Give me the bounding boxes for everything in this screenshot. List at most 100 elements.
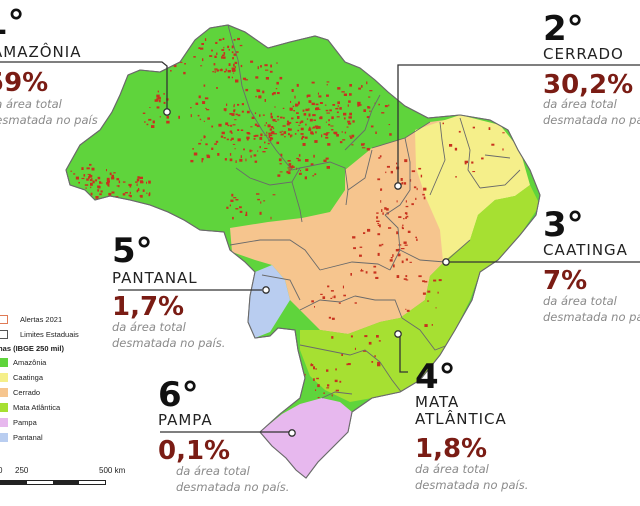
alert-speck <box>368 341 372 345</box>
alert-speck <box>256 89 259 91</box>
alert-speck <box>233 72 235 74</box>
alert-speck <box>100 190 103 193</box>
alert-speck <box>268 132 271 135</box>
alert-speck <box>157 90 159 93</box>
alert-speck <box>201 159 203 163</box>
alert-speck <box>401 248 405 250</box>
alert-speck <box>201 43 204 45</box>
alert-speck <box>313 119 316 121</box>
dot-amazonia <box>163 108 171 116</box>
desc-caatinga: da área total desmatada no país <box>543 294 640 324</box>
alert-speck <box>279 171 283 173</box>
alert-speck <box>334 379 338 383</box>
alert-speck <box>146 123 149 126</box>
desc-amazonia: da área total desmatada no país <box>0 97 98 127</box>
alert-speck <box>339 380 342 383</box>
alert-speck <box>305 168 309 171</box>
alert-speck <box>331 317 335 320</box>
alert-speck <box>314 140 318 143</box>
alert-speck <box>245 88 249 92</box>
alert-speck <box>81 167 84 170</box>
alert-speck <box>323 159 327 162</box>
alert-speck <box>317 384 320 388</box>
alert-speck <box>218 38 222 41</box>
alert-speck <box>81 177 85 180</box>
alert-speck <box>359 104 362 106</box>
alert-speck <box>271 92 274 96</box>
alert-speck <box>287 167 291 169</box>
alert-speck <box>313 378 315 381</box>
alert-speck <box>359 246 363 248</box>
alert-speck <box>379 155 382 158</box>
alert-speck <box>422 292 426 295</box>
alert-speck <box>233 63 235 67</box>
rank-pampa: 6° <box>158 375 199 415</box>
pct-mata-atlantica: 1,8% <box>415 434 488 464</box>
alert-speck <box>216 52 218 55</box>
alert-speck <box>229 130 231 133</box>
name-caatinga: CAATINGA <box>543 241 628 259</box>
alert-speck <box>297 159 301 162</box>
alert-speck <box>221 49 225 51</box>
alert-speck <box>221 54 225 57</box>
legend-swatch <box>0 418 8 427</box>
alert-speck <box>284 136 286 138</box>
alert-speck <box>108 192 112 196</box>
alert-speck <box>142 189 145 192</box>
alert-speck <box>198 95 201 99</box>
alert-speck <box>264 141 266 144</box>
alert-speck <box>128 194 131 197</box>
alert-speck <box>270 216 272 220</box>
alert-speck <box>282 107 285 109</box>
alert-speck <box>407 230 411 233</box>
alert-speck <box>364 335 368 338</box>
alert-speck <box>423 187 427 191</box>
alert-speck <box>424 324 428 327</box>
alert-speck <box>314 125 319 128</box>
alert-speck <box>269 70 273 73</box>
alert-speck <box>321 134 323 138</box>
alert-speck <box>138 188 140 190</box>
alert-speck <box>212 71 214 73</box>
alert-speck <box>400 178 403 181</box>
alert-speck <box>227 45 230 49</box>
alert-speck <box>298 154 301 157</box>
alert-speck <box>471 161 474 164</box>
alert-speck <box>310 163 314 166</box>
country-outline <box>65 24 541 479</box>
alert-speck <box>315 368 317 370</box>
alert-speck <box>250 155 252 158</box>
alert-speck <box>106 179 110 181</box>
alert-speck <box>225 122 229 126</box>
alert-speck <box>385 171 387 174</box>
alert-speck <box>235 199 239 201</box>
alert-speck <box>217 153 220 156</box>
scale-bar-graphic <box>0 480 106 485</box>
alert-speck <box>277 119 280 121</box>
alert-speck <box>377 361 381 365</box>
alert-speck <box>378 157 381 159</box>
pct-caatinga: 7% <box>543 266 588 296</box>
alert-speck <box>241 110 244 113</box>
rank-pantanal: 5° <box>112 231 153 271</box>
alert-speck <box>349 112 352 116</box>
alert-speck <box>357 101 361 105</box>
alerts-swatch <box>0 315 8 324</box>
alert-speck <box>319 116 323 119</box>
alert-speck <box>205 143 208 146</box>
alert-speck <box>277 92 280 95</box>
alert-speck <box>232 57 234 60</box>
alert-speck <box>442 122 444 125</box>
alert-speck <box>278 158 282 162</box>
alert-speck <box>297 382 300 385</box>
alert-speck <box>157 96 161 100</box>
alert-speck <box>283 131 287 134</box>
alert-speck <box>330 297 333 299</box>
alert-speck <box>97 189 99 192</box>
alert-speck <box>86 167 90 170</box>
alert-speck <box>286 122 290 126</box>
alert-speck <box>270 132 275 135</box>
desc-cerrado: da área total desmatada no país <box>543 97 640 127</box>
alert-speck <box>202 58 204 62</box>
alert-speck <box>367 228 371 232</box>
